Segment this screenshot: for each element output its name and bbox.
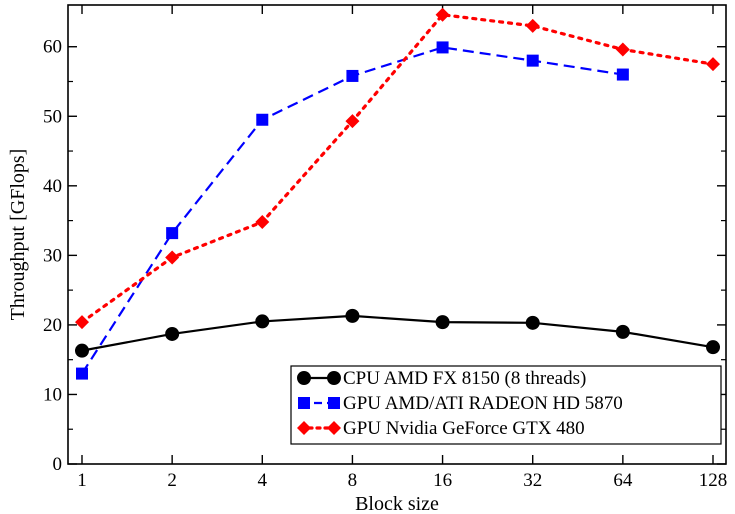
diamond-marker	[706, 57, 720, 71]
circle-marker	[165, 327, 179, 341]
square-marker	[256, 114, 268, 126]
x-tick-label: 128	[699, 470, 728, 491]
square-marker	[346, 70, 358, 82]
x-tick-label: 32	[523, 470, 542, 491]
series-1	[75, 309, 720, 358]
diamond-marker	[165, 250, 179, 264]
x-tick-label: 64	[613, 470, 633, 491]
square-marker	[617, 69, 629, 81]
diamond-marker	[616, 43, 630, 57]
legend-label: CPU AMD FX 8150 (8 threads)	[343, 368, 586, 389]
x-tick-label: 16	[433, 470, 452, 491]
circle-marker	[327, 371, 341, 385]
x-tick-label: 1	[77, 470, 87, 491]
series-2	[76, 41, 629, 379]
circle-marker	[616, 325, 630, 339]
diamond-marker	[526, 19, 540, 33]
series-group	[75, 8, 720, 380]
x-axis-title: Block size	[355, 493, 439, 514]
y-tick-label: 60	[43, 37, 62, 58]
square-marker	[437, 41, 449, 53]
diamond-marker	[75, 315, 89, 329]
circle-marker	[526, 316, 540, 330]
circle-marker	[706, 340, 720, 354]
y-tick-label: 40	[43, 176, 62, 197]
y-tick-label: 20	[43, 315, 62, 336]
y-tick-label: 10	[43, 384, 62, 405]
square-marker	[166, 227, 178, 239]
circle-marker	[436, 315, 450, 329]
legend-label: GPU AMD/ATI RADEON HD 5870	[343, 393, 623, 414]
legend: CPU AMD FX 8150 (8 threads) GPU AMD/ATI R…	[291, 366, 721, 444]
x-tick-label: 2	[167, 470, 177, 491]
x-tick-label: 8	[348, 470, 358, 491]
circle-marker	[345, 309, 359, 323]
y-tick-label: 0	[53, 454, 63, 475]
y-tick-label: 50	[43, 106, 62, 127]
square-marker	[527, 55, 539, 67]
square-marker	[298, 397, 310, 409]
square-marker	[76, 368, 88, 380]
series-3	[75, 8, 720, 329]
legend-label: GPU Nvidia GeForce GTX 480	[343, 418, 585, 439]
square-marker	[328, 397, 340, 409]
x-tick-label: 4	[258, 470, 268, 491]
circle-marker	[75, 344, 89, 358]
circle-marker	[297, 371, 311, 385]
y-axis-title: Throughput [GFlops]	[7, 149, 29, 321]
circle-marker	[255, 314, 269, 328]
y-tick-label: 30	[43, 245, 62, 266]
